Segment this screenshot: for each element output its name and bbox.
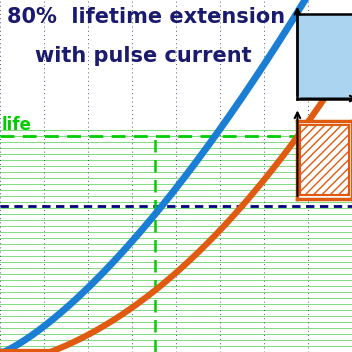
Text: life: life (2, 116, 32, 134)
Text: with pulse current: with pulse current (35, 46, 252, 66)
Text: 80%  lifetime extension: 80% lifetime extension (7, 7, 285, 27)
